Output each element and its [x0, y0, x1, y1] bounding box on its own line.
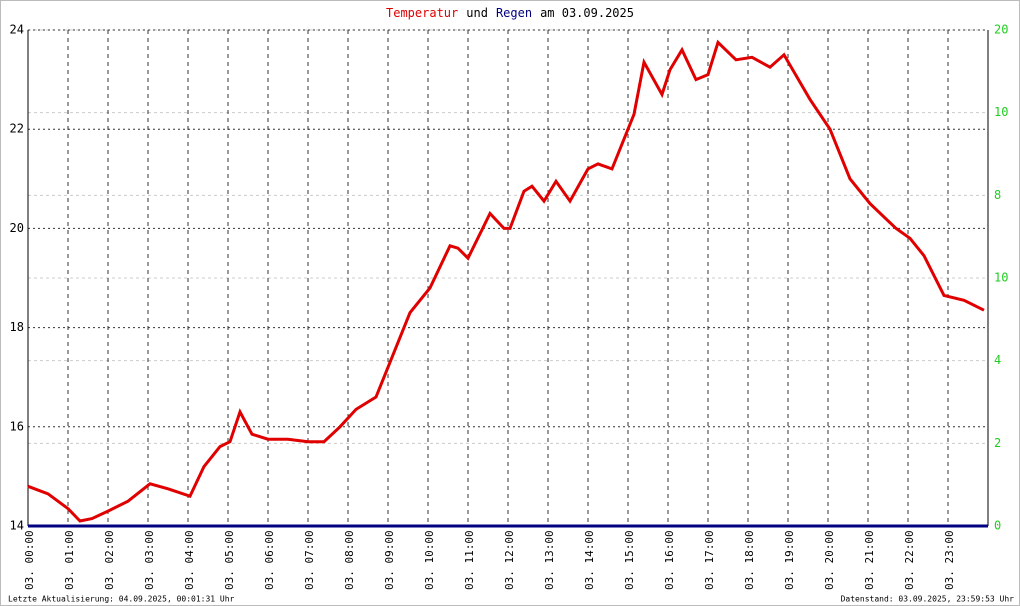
x-tick-label: 03. 11:00 [463, 530, 476, 590]
x-tick-label: 03. 09:00 [383, 530, 396, 590]
title-part: Temperatur [386, 6, 458, 20]
x-tick-label: 03. 19:00 [783, 530, 796, 590]
x-tick-label: 03. 04:00 [183, 530, 196, 590]
x-tick-label: 03. 07:00 [303, 530, 316, 590]
x-tick-label: 03. 15:00 [623, 530, 636, 590]
x-tick-label: 03. 12:00 [503, 530, 516, 590]
x-tick-label: 03. 08:00 [343, 530, 356, 590]
chart-title: Temperatur und Regen am 03.09.2025 [386, 6, 634, 20]
x-tick-label: 03. 18:00 [743, 530, 756, 590]
x-tick-label: 03. 02:00 [103, 530, 116, 590]
y-tick-label: 16 [10, 419, 24, 433]
y2-tick-label: 8 [994, 188, 1001, 202]
x-tick-label: 03. 06:00 [263, 530, 276, 590]
y-tick-label: 18 [10, 320, 24, 334]
x-tick-label: 03. 01:00 [63, 530, 76, 590]
x-tick-label: 03. 00:00 [23, 530, 36, 590]
footer-left: Letzte Aktualisierung: 04.09.2025, 00:01… [8, 595, 235, 604]
x-tick-label: 03. 23:00 [943, 530, 956, 590]
title-part: am 03.09.2025 [540, 6, 634, 20]
y-tick-label: 20 [10, 221, 24, 235]
y2-tick-label: 10 [994, 105, 1008, 119]
x-tick-label: 03. 10:00 [423, 530, 436, 590]
x-tick-label: 03. 03:00 [143, 530, 156, 590]
y-tick-label: 14 [10, 519, 24, 533]
title-part: und [466, 6, 488, 20]
x-tick-label: 03. 22:00 [903, 530, 916, 590]
x-tick-label: 03. 05:00 [223, 530, 236, 590]
y-tick-label: 22 [10, 122, 24, 136]
y2-tick-label: 20 [994, 23, 1008, 37]
footer-right: Datenstand: 03.09.2025, 23:59:53 Uhr [841, 595, 1015, 604]
x-tick-label: 03. 20:00 [823, 530, 836, 590]
x-tick-label: 03. 17:00 [703, 530, 716, 590]
y2-tick-label: 4 [994, 353, 1001, 367]
y2-tick-label: 0 [994, 519, 1001, 533]
line-series [27, 39, 985, 523]
y2-tick-label: 2 [994, 436, 1001, 450]
y2-tick-label: 10 [994, 271, 1008, 285]
y-tick-label: 24 [10, 23, 24, 37]
title-part: Regen [496, 6, 532, 20]
x-tick-label: 03. 21:00 [863, 530, 876, 590]
x-tick-label: 03. 13:00 [543, 530, 556, 590]
x-tick-label: 03. 14:00 [583, 530, 596, 590]
x-tick-label: 03. 16:00 [663, 530, 676, 590]
